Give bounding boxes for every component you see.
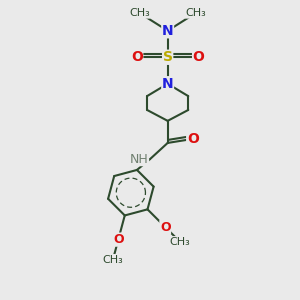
Text: O: O (187, 132, 199, 146)
Text: O: O (193, 50, 205, 64)
Text: N: N (162, 24, 173, 38)
Text: O: O (160, 220, 170, 233)
Text: O: O (131, 50, 143, 64)
Text: S: S (163, 50, 173, 64)
Text: CH₃: CH₃ (169, 237, 190, 247)
Text: NH: NH (130, 153, 148, 166)
Text: N: N (162, 77, 173, 91)
Text: CH₃: CH₃ (103, 254, 123, 265)
Text: CH₃: CH₃ (185, 8, 206, 18)
Text: O: O (113, 233, 124, 246)
Text: CH₃: CH₃ (129, 8, 150, 18)
